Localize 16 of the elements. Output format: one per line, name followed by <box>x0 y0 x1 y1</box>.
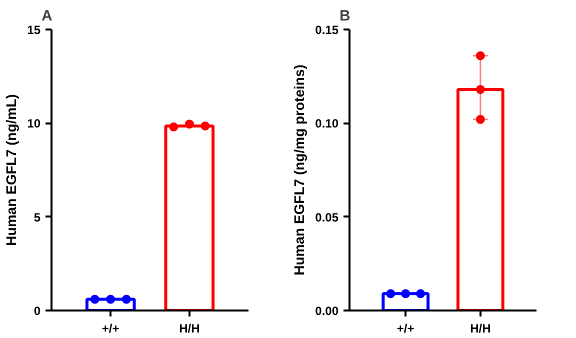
y-tick-label: 0.15 <box>315 23 339 37</box>
chart-title: A <box>42 8 52 24</box>
y-axis-title: Human EGFL7 (ng/mL) <box>3 94 20 246</box>
x-tick-label: H/H <box>179 322 200 336</box>
x-tick-label: H/H <box>470 322 491 336</box>
chart-title: B <box>340 8 350 24</box>
y-tick-label: 0 <box>34 304 41 318</box>
y-tick-label: 15 <box>27 23 41 37</box>
y-axis-title: Human EGFL7 (ng/mg proteins) <box>291 64 308 276</box>
y-tick-label: 0.10 <box>315 116 339 131</box>
y-tick-label: 0.00 <box>315 304 339 318</box>
x-tick-label: +/+ <box>396 322 414 336</box>
y-tick-label: 5 <box>34 210 41 224</box>
y-tick-label: 0.05 <box>315 210 339 224</box>
x-tick-label: +/+ <box>102 322 120 336</box>
y-tick-label: 10 <box>27 116 41 131</box>
